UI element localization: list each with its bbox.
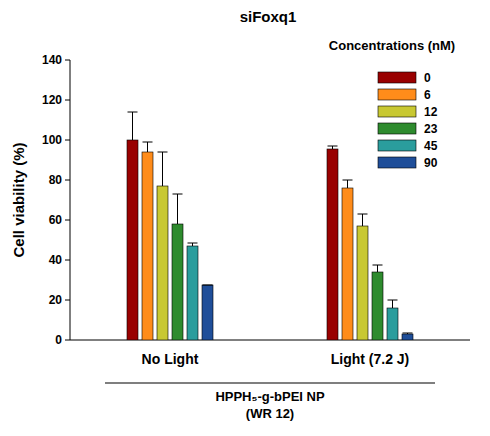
legend-label: 6	[424, 88, 431, 102]
error-bar	[188, 243, 198, 246]
error-stem	[147, 142, 148, 152]
error-cap	[328, 146, 338, 147]
error-bar	[143, 142, 153, 152]
x-tick-label: No Light	[142, 351, 199, 367]
bar	[372, 272, 383, 340]
y-tick	[65, 180, 70, 181]
y-tick	[65, 60, 70, 61]
error-stem	[347, 180, 348, 188]
error-bar	[403, 333, 413, 334]
y-tick	[65, 340, 70, 341]
bracket	[105, 382, 435, 383]
bar	[187, 246, 198, 340]
error-cap	[128, 112, 138, 113]
y-axis	[70, 60, 71, 340]
legend-swatch	[378, 89, 416, 100]
error-stem	[162, 152, 163, 186]
bars	[127, 112, 413, 340]
y-tick	[65, 140, 70, 141]
error-stem	[362, 214, 363, 226]
annotation: (WR 12)	[246, 406, 294, 421]
error-bar	[128, 112, 138, 140]
error-cap	[173, 194, 183, 195]
error-cap	[143, 142, 153, 143]
y-tick-label: 120	[42, 93, 62, 107]
legend-label: 23	[424, 122, 438, 136]
error-stem	[392, 300, 393, 308]
annotation: HPPH₅-g-bPEI NP	[215, 389, 325, 404]
error-stem	[377, 265, 378, 272]
error-bar	[158, 152, 168, 186]
error-cap	[403, 333, 413, 334]
legend-title: Concentrations (nM)	[329, 38, 455, 53]
bar	[357, 226, 368, 340]
legend-label: 90	[424, 156, 438, 170]
error-bar	[343, 180, 353, 188]
bar	[402, 334, 413, 340]
y-tick	[65, 220, 70, 221]
legend-label: 12	[424, 105, 438, 119]
bar	[387, 308, 398, 340]
error-bar	[388, 300, 398, 308]
title: siFoxq1	[240, 8, 297, 25]
error-cap	[343, 180, 353, 181]
y-tick-label: 100	[42, 133, 62, 147]
bar	[342, 188, 353, 340]
y-tick-label: 20	[49, 293, 63, 307]
y-tick	[65, 100, 70, 101]
legend-swatch	[378, 123, 416, 134]
legend-label: 0	[424, 71, 431, 85]
y-tick-label: 0	[55, 333, 62, 347]
error-cap	[188, 243, 198, 244]
y-tick-label: 40	[49, 253, 63, 267]
bar	[327, 149, 338, 340]
legend-label: 45	[424, 139, 438, 153]
y-tick-label: 140	[42, 53, 62, 67]
bar	[202, 285, 213, 340]
y-axis-label: Cell viability (%)	[10, 142, 27, 257]
error-bar	[358, 214, 368, 226]
error-stem	[177, 194, 178, 224]
error-bar	[328, 146, 338, 149]
y-tick-label: 80	[49, 173, 63, 187]
error-cap	[203, 285, 213, 286]
y-tick	[65, 300, 70, 301]
bar	[142, 152, 153, 340]
legend-swatch	[378, 157, 416, 168]
error-cap	[388, 300, 398, 301]
y-tick-label: 60	[49, 213, 63, 227]
x-tick-label: Light (7.2 J)	[331, 351, 410, 367]
bar	[127, 140, 138, 340]
error-stem	[132, 112, 133, 140]
y-tick	[65, 260, 70, 261]
bar	[172, 224, 183, 340]
bar	[157, 186, 168, 340]
error-cap	[373, 265, 383, 266]
error-bar	[173, 194, 183, 224]
error-bar	[203, 285, 213, 286]
error-cap	[358, 214, 368, 215]
legend-swatch	[378, 106, 416, 117]
legend-swatch	[378, 72, 416, 83]
legend-swatch	[378, 140, 416, 151]
chart: siFoxq1Cell viability (%)020406080100120…	[0, 0, 490, 436]
error-cap	[158, 152, 168, 153]
error-bar	[373, 265, 383, 272]
